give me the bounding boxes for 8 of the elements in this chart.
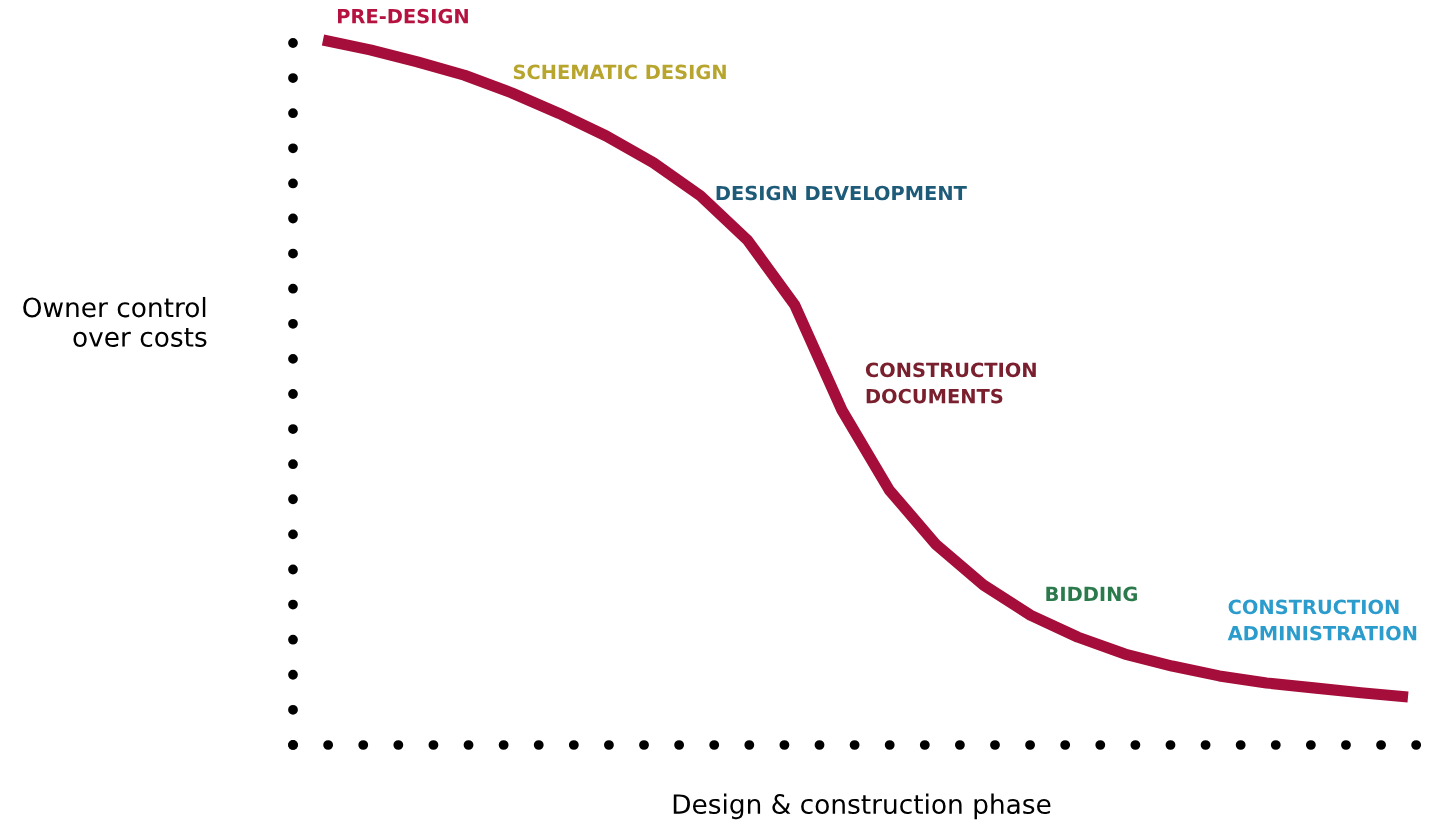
annotation: BIDDING [1046, 586, 1137, 602]
annotation: SCHEMATIC DESIGN [513, 64, 726, 80]
annotation: CONSTRUCTION ADMINISTRATION [1227, 599, 1417, 641]
annotation: CONSTRUCTION DOCUMENTS [865, 362, 1036, 404]
y-axis-title: Owner control over costs [23, 296, 207, 347]
x-axis-title: Design & construction phase [673, 793, 1051, 820]
annotation: DESIGN DEVELOPMENT [716, 185, 967, 201]
text: PRE-DESIGN [337, 8, 468, 24]
